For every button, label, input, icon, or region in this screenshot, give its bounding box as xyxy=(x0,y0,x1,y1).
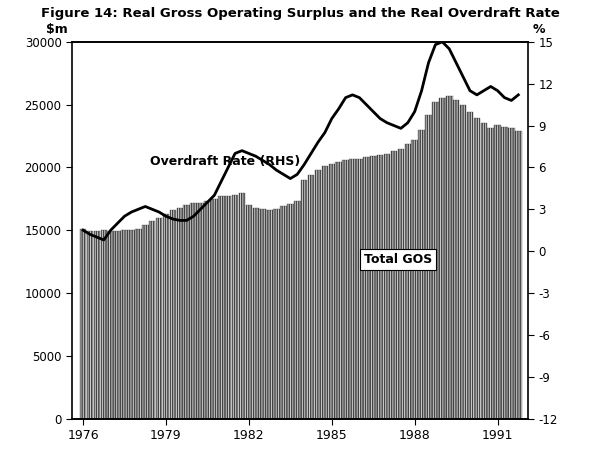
Bar xyxy=(453,100,460,418)
Bar xyxy=(349,159,356,418)
Bar xyxy=(329,164,335,418)
Bar xyxy=(94,232,100,418)
Bar xyxy=(501,127,508,418)
Text: Overdraft Rate (RHS): Overdraft Rate (RHS) xyxy=(149,155,300,168)
Bar xyxy=(86,232,93,418)
Bar xyxy=(128,230,134,418)
Bar xyxy=(156,218,163,418)
Bar xyxy=(487,128,494,418)
Bar xyxy=(314,170,321,418)
Bar xyxy=(473,119,480,418)
Bar xyxy=(425,115,432,419)
Bar xyxy=(266,210,273,418)
Bar xyxy=(197,203,204,418)
Bar xyxy=(439,99,446,418)
Bar xyxy=(301,180,307,418)
Bar xyxy=(163,214,169,418)
Bar xyxy=(273,209,280,418)
Bar xyxy=(149,221,155,418)
Bar xyxy=(211,199,218,418)
Bar xyxy=(481,123,487,418)
Bar xyxy=(412,140,418,418)
Bar xyxy=(225,196,232,418)
Bar xyxy=(398,149,404,419)
Bar xyxy=(384,153,391,418)
Bar xyxy=(184,205,190,418)
Bar xyxy=(377,155,383,418)
Bar xyxy=(335,162,342,418)
Bar xyxy=(80,229,86,418)
Bar xyxy=(107,232,114,418)
Bar xyxy=(232,195,238,418)
Bar xyxy=(391,151,397,418)
Bar xyxy=(370,156,377,419)
Bar xyxy=(190,203,197,418)
Bar xyxy=(280,206,287,418)
Bar xyxy=(170,210,176,418)
Bar xyxy=(308,175,314,418)
Bar xyxy=(494,125,501,418)
Bar xyxy=(432,102,439,419)
Bar xyxy=(239,193,245,418)
Text: Total GOS: Total GOS xyxy=(364,253,432,266)
Bar xyxy=(253,207,259,418)
Bar xyxy=(356,159,362,418)
Text: Figure 14: Real Gross Operating Surplus and the Real Overdraft Rate: Figure 14: Real Gross Operating Surplus … xyxy=(41,7,559,20)
Bar xyxy=(121,230,128,418)
Bar xyxy=(142,225,149,418)
Bar xyxy=(404,144,411,418)
Bar xyxy=(343,160,349,418)
Bar xyxy=(204,201,211,418)
Bar xyxy=(294,201,301,418)
Bar xyxy=(446,96,452,418)
Bar xyxy=(218,196,224,418)
Bar xyxy=(115,232,121,418)
Text: %: % xyxy=(533,23,545,36)
Bar xyxy=(101,230,107,418)
Bar xyxy=(460,105,466,418)
Bar xyxy=(508,128,515,418)
Bar xyxy=(467,112,473,418)
Bar xyxy=(245,205,252,418)
Bar xyxy=(515,131,521,419)
Bar xyxy=(287,204,293,418)
Bar xyxy=(418,130,425,418)
Bar xyxy=(363,157,370,419)
Bar xyxy=(259,209,266,418)
Text: $m: $m xyxy=(46,23,67,36)
Bar xyxy=(176,207,183,418)
Bar xyxy=(135,229,142,418)
Bar xyxy=(322,166,328,418)
